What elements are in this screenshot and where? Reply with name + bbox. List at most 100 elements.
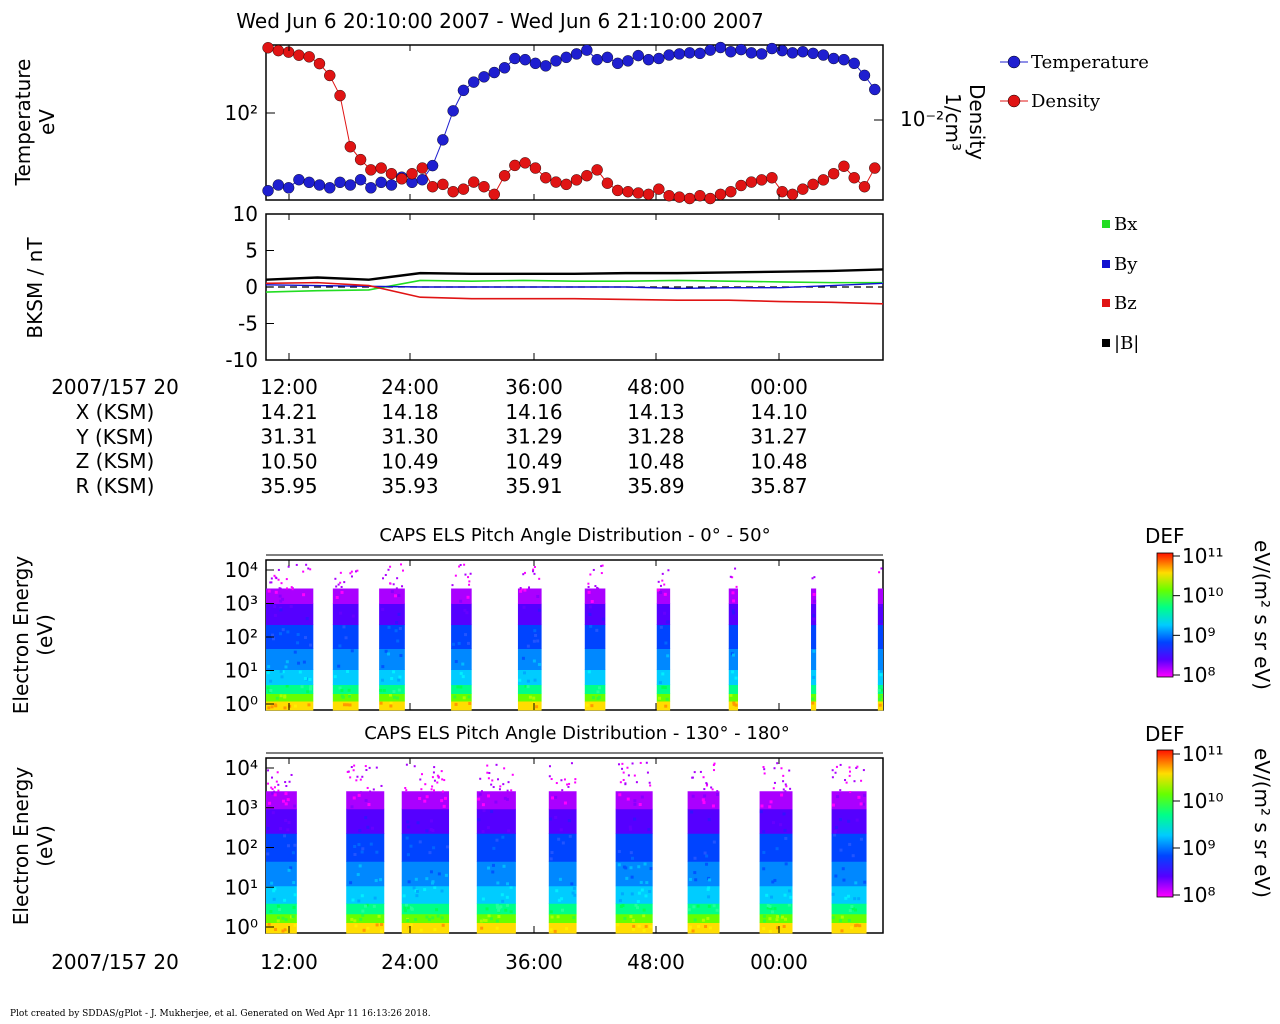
- spectrogram-pixel: [425, 877, 429, 881]
- density-point: [601, 177, 614, 189]
- spectrogram-speckle: [831, 769, 834, 772]
- temperature-point: [601, 51, 614, 64]
- spectrogram-speckle: [396, 577, 399, 580]
- spectrogram-speckle: [277, 783, 280, 786]
- spectrogram-pixel: [568, 834, 572, 838]
- spectrogram-speckle: [433, 779, 436, 782]
- els-130-180-colorbar-label: DEF: [1145, 722, 1185, 746]
- spectrogram-pixel: [658, 681, 662, 685]
- spectrogram-speckle: [339, 571, 342, 574]
- density-point: [406, 167, 418, 180]
- bfield-marks: [265, 214, 884, 360]
- spectrogram-speckle: [776, 762, 779, 765]
- spectrogram-band: [687, 913, 720, 923]
- spectrogram-speckle: [420, 788, 423, 791]
- spectrogram-speckle: [352, 769, 355, 772]
- density-point: [529, 162, 542, 174]
- spectrogram-pixel: [591, 696, 595, 700]
- spectrogram-speckle: [566, 783, 569, 786]
- spectrogram-speckle: [285, 578, 288, 581]
- spectrogram-pixel: [572, 886, 576, 890]
- spectrogram-pixel: [431, 828, 435, 832]
- spectrogram-pixel: [379, 701, 383, 705]
- spectrogram-pixel: [280, 675, 284, 679]
- spectrogram-pixel: [267, 589, 271, 593]
- spectrogram-band: [346, 808, 385, 834]
- spectrogram-speckle: [729, 575, 732, 578]
- density-point: [488, 188, 500, 201]
- legend-temperature-marker: [1007, 55, 1021, 69]
- spectrogram-pixel: [266, 671, 270, 675]
- spectrogram-speckle: [280, 582, 283, 585]
- spectrogram-speckle: [487, 777, 490, 780]
- temperature-point: [560, 51, 572, 64]
- spectrogram-pixel: [340, 590, 344, 594]
- spectrogram-pixel: [619, 904, 623, 908]
- spectrogram-pixel: [381, 678, 385, 682]
- temperature-point: [447, 105, 459, 117]
- spectrogram-pixel: [563, 801, 567, 805]
- spectrogram-pixel: [462, 696, 466, 700]
- time-tick-label: 12:00: [260, 375, 318, 399]
- energy-ytick-label: 10¹: [225, 659, 258, 683]
- spectrogram-pixel: [770, 895, 774, 899]
- els-130-180-colorbar-gradient: [1156, 749, 1174, 898]
- spectrogram-pixel: [286, 828, 290, 832]
- spectrogram-pixel: [487, 914, 491, 918]
- spectrogram-pixel: [482, 809, 486, 813]
- spectrogram-speckle: [335, 585, 338, 588]
- spectrogram-pixel: [273, 887, 277, 891]
- spectrogram-band: [687, 885, 720, 904]
- spectrogram-speckle: [375, 766, 378, 769]
- bottom-time-tick-label: 24:00: [381, 950, 439, 974]
- spectrogram-pixel: [855, 818, 859, 822]
- spectrogram-speckle: [706, 783, 709, 786]
- density-point: [457, 183, 470, 195]
- spectrogram-pixel: [712, 904, 716, 908]
- spectrogram-pixel: [705, 862, 709, 866]
- spectrogram-pixel: [409, 906, 413, 910]
- spectrogram-pixel: [466, 641, 470, 645]
- spectrogram-pixel: [557, 898, 561, 902]
- spectrogram-pixel: [779, 823, 783, 827]
- ephemeris-value: 35.89: [627, 474, 684, 498]
- spectrogram-pixel: [499, 905, 503, 909]
- spectrogram-speckle: [440, 770, 443, 773]
- spectrogram-speckle: [366, 786, 369, 789]
- spectrogram-speckle: [784, 783, 787, 786]
- spectrogram-pixel: [596, 690, 600, 694]
- spectrogram-pixel: [361, 847, 365, 851]
- spectrogram-pixel: [509, 910, 513, 914]
- density-point: [776, 186, 788, 198]
- spectrogram-pixel: [732, 701, 736, 705]
- spectrogram-speckle: [405, 789, 408, 792]
- spectrogram-pixel: [279, 827, 283, 831]
- spectrogram-pixel: [337, 664, 341, 668]
- spectrogram-speckle: [290, 586, 293, 589]
- spectrogram-speckle: [860, 779, 863, 782]
- spectrogram-band: [728, 588, 739, 604]
- spectrogram-pixel: [279, 632, 283, 636]
- spectrogram-speckle: [354, 570, 357, 573]
- spectrogram-pixel: [436, 914, 440, 918]
- bfield-ytick-label: 0: [245, 275, 258, 299]
- ephem-label-r: R (KSM): [76, 474, 155, 498]
- spectrogram-band: [451, 669, 472, 685]
- els-0-50-ylabel-1: Electron Energy: [9, 556, 33, 715]
- spectrogram-pixel: [466, 595, 470, 599]
- spectrogram-pixel: [618, 899, 622, 903]
- moments-left-tick: 10²: [225, 101, 258, 125]
- density-point: [745, 176, 758, 188]
- spectrogram-pixel: [267, 922, 271, 926]
- bfield-ytick-label: 5: [245, 239, 258, 263]
- spectrogram-pixel: [589, 624, 593, 628]
- spectrogram-speckle: [498, 788, 501, 791]
- spectrogram-speckle: [511, 773, 514, 776]
- spectrogram-pixel: [293, 804, 297, 808]
- spectrogram-speckle: [339, 581, 342, 584]
- spectrogram-pixel: [292, 905, 296, 909]
- spectrogram-pixel: [353, 919, 357, 923]
- spectrogram-pixel: [290, 915, 294, 919]
- spectrogram-pixel: [848, 909, 852, 913]
- spectrogram-pixel: [272, 889, 276, 893]
